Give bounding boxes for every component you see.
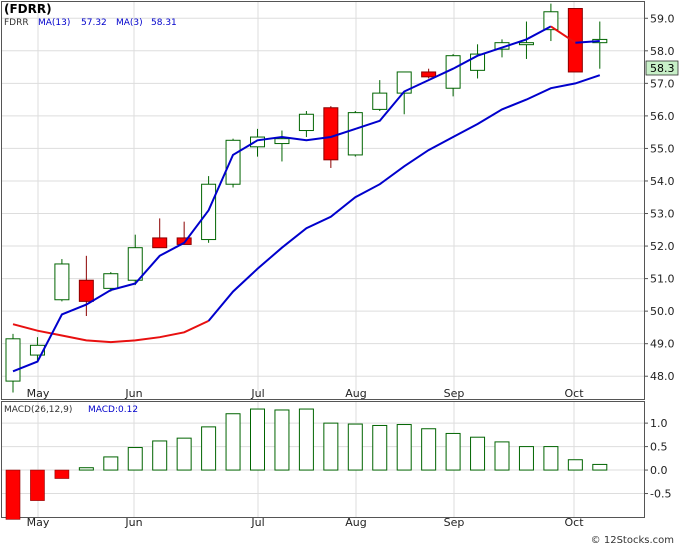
macd-bar [323,422,339,471]
price-y-tick-label: 49.0 [650,338,675,351]
last-price-badge-bg [645,60,679,76]
macd-bar [494,441,510,471]
macd-bar [250,408,265,471]
candle-body [323,107,339,161]
price-y-tick-label: 51.0 [650,273,675,286]
macd-y-tick-label: -0.5 [650,488,671,501]
last-price-badge: 58.3 [650,62,675,75]
candle-body [347,112,363,156]
macd-bar [127,447,143,471]
macd-bar [103,456,119,471]
macd-x-tick-label: Sep [444,516,465,529]
candle-body [225,139,241,185]
macd-legend-label: MACD(26,12,9) [4,405,72,415]
macd-bar [54,469,70,479]
candle-body [518,42,534,46]
macd-bar [396,424,412,471]
candle-body [396,71,412,94]
legend-ma3-label: MA(3) [116,18,143,28]
legend-ma3-value: 58.31 [151,18,177,28]
macd-bar [518,446,534,471]
legend-symbol: FDRR [4,18,29,28]
price-y-tick-label: 58.0 [650,45,675,58]
price-y-tick-label: 56.0 [650,110,675,123]
candle-body [5,338,21,382]
price-y-tick-label: 59.0 [650,12,675,25]
macd-x-tick-label: Jun [124,516,142,529]
legend-ma13-value: 57.32 [81,18,107,28]
macd-bar [274,409,290,471]
candle-body [421,71,437,78]
ma-line-upper-red [550,25,576,44]
candle-body [127,247,143,281]
macd-bar [421,428,437,471]
ma-line-upper-end [575,40,600,44]
macd-y-tick-label: 0.5 [650,441,668,454]
candle-body [298,113,314,132]
price-y-tick-label: 50.0 [650,305,675,318]
ma-line-lower-red [12,319,210,344]
price-y-tick-label: 55.0 [650,142,675,155]
macd-x-tick-label: Aug [345,516,366,529]
ma-line-upper-blue [12,25,552,373]
macd-x-tick-label: Jul [250,516,264,529]
candle-body [372,92,388,110]
price-y-tick-label: 52.0 [650,240,675,253]
macd-bar [298,408,314,471]
candle-body [543,11,559,31]
price-x-tick-label: May [27,387,50,400]
macd-bar [347,423,363,471]
macd-bar [30,469,45,501]
macd-x-tick-label: Oct [564,516,584,529]
macd-bar [372,424,388,471]
macd-bar [176,437,192,471]
price-x-tick-label: Jun [124,387,142,400]
macd-bar [543,446,559,471]
ma-line-lower-blue [207,74,601,322]
candle-body [54,263,70,301]
chart-title: (FDRR) [4,2,52,16]
macd-y-tick-label: 0.0 [650,464,668,477]
candle-body [152,237,168,249]
macd-bar [225,413,241,471]
macd-bar [470,436,486,471]
price-y-tick-label: 48.0 [650,370,675,383]
candle-body [250,136,265,148]
candle-body [103,273,119,289]
macd-bar [201,426,217,471]
macd-x-tick-label: May [27,516,50,529]
price-x-tick-label: Aug [345,387,366,400]
candle-body [274,138,290,145]
macd-bar [592,463,608,471]
legend-ma13-label: MA(13) [38,18,70,28]
price-y-tick-label: 54.0 [650,175,675,188]
candle-body [176,237,192,245]
macd-y-tick-label: 1.0 [650,417,668,430]
price-x-tick-label: Sep [444,387,465,400]
macd-bar [152,440,168,471]
price-panel-frame [1,1,645,400]
price-x-tick-label: Jul [250,387,264,400]
macd-legend-value: MACD:0.12 [88,405,138,415]
price-x-tick-label: Oct [564,387,584,400]
price-y-tick-label: 57.0 [650,77,675,90]
price-y-tick-label: 53.0 [650,208,675,221]
macd-bar [78,467,94,471]
candle-body [78,279,94,302]
watermark: © 12Stocks.com [590,535,674,546]
candle-body [567,8,583,73]
macd-bar [445,432,461,471]
macd-bar [5,469,21,520]
macd-bar [567,459,583,471]
